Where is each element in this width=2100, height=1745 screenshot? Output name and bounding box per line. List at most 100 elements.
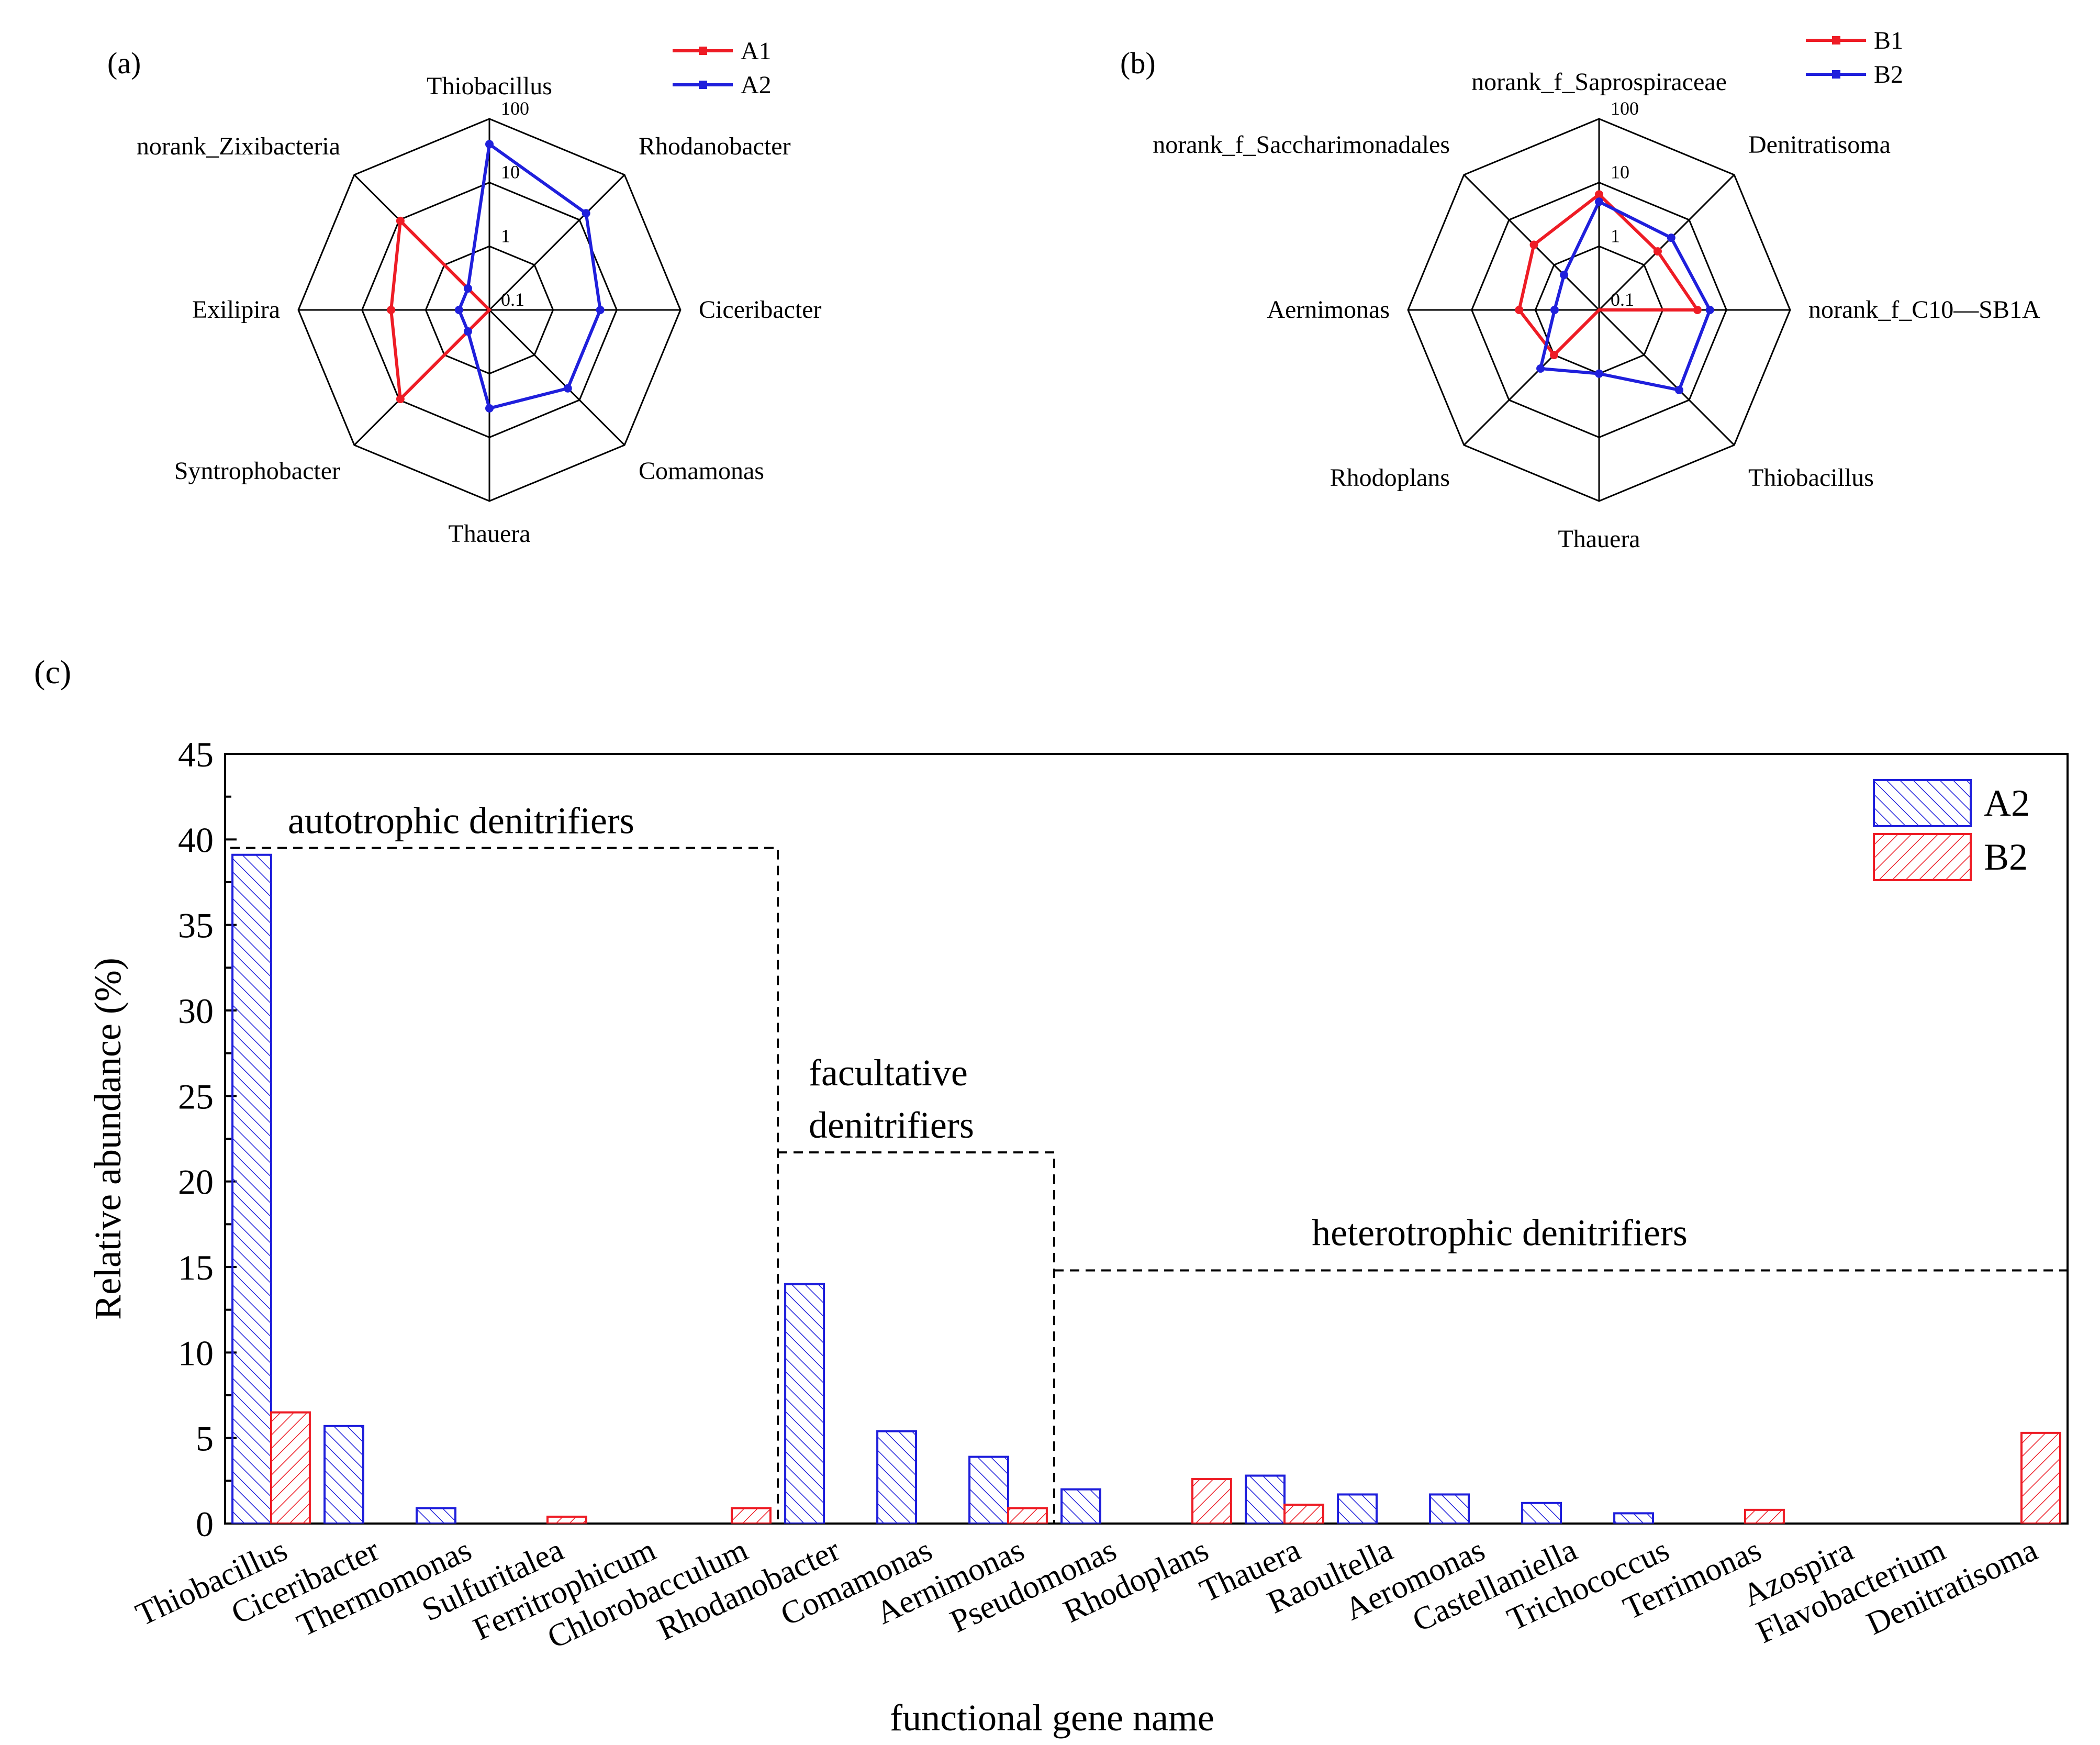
- axis-label: Rhodoplans: [1330, 464, 1450, 492]
- data-point: [454, 306, 463, 314]
- legend-marker-B2: [1832, 70, 1840, 79]
- y-axis-c: 0 5 10 15 20 25 30 35 40 45: [178, 735, 237, 1544]
- bar-A2: [1429, 1493, 1470, 1524]
- axis-label: Denitratisoma: [1748, 131, 1891, 159]
- bar-A2: [231, 853, 272, 1524]
- bar-B2: [1283, 1504, 1324, 1524]
- radar-b-grid: [1407, 118, 1791, 502]
- data-point: [563, 384, 572, 393]
- radar-spoke-1: [1598, 174, 1735, 311]
- radar-b-axis-labels: norank_f_Saprospiraceae Denitratisoma nora…: [1153, 68, 2040, 553]
- axis-label: norank_f_C10—SB1A: [1808, 296, 2040, 324]
- bar-A2: [1521, 1502, 1562, 1524]
- y-tick-label: 25: [178, 1076, 214, 1116]
- axis-label: Thauera: [1558, 525, 1640, 553]
- radar-spoke-3: [488, 309, 625, 446]
- legend-label-B2: B2: [1984, 836, 2028, 878]
- legend-label-A1: A1: [741, 37, 772, 65]
- radar-a-axis-labels: Thiobacillus Rhodanobacter Ciceribacter Com…: [137, 72, 822, 548]
- bar-B2: [2020, 1431, 2061, 1524]
- radar-chart-b: (b) 0.1 1 10 100 norank_f_Saprospiraceae Den…: [1120, 27, 2040, 553]
- group-label-autotrophic: autotrophic denitrifiers: [288, 800, 634, 842]
- data-point: [1549, 351, 1558, 360]
- legend-label-A2: A2: [741, 71, 772, 99]
- bar-A2: [1337, 1493, 1378, 1524]
- y-tick-label: 35: [178, 906, 214, 946]
- radar-b-series: [1515, 190, 1714, 394]
- legend-marker-B1: [1832, 36, 1840, 45]
- ring-label: 0.1: [501, 289, 524, 310]
- ring-label: 10: [1611, 162, 1629, 183]
- data-point: [396, 395, 405, 404]
- group-label-facultative-2: denitrifiers: [809, 1104, 974, 1146]
- legend-swatch-B2: [1873, 833, 1972, 881]
- axis-label: norank_f_Saprospiraceae: [1471, 68, 1727, 96]
- y-tick-label: 10: [178, 1333, 214, 1373]
- denitrifier-groups: autotrophic denitrifiers facultative denit…: [230, 800, 2068, 1524]
- data-point: [485, 404, 494, 413]
- legend-marker-A2: [699, 81, 707, 89]
- group-label-facultative-1: facultative: [809, 1052, 968, 1094]
- data-point: [387, 306, 396, 314]
- axis-label: Comamonas: [639, 457, 764, 485]
- legend-label-A2: A2: [1984, 782, 2030, 824]
- bar-A2: [323, 1425, 365, 1524]
- axis-label: Exilipira: [192, 296, 280, 324]
- data-point: [1536, 364, 1545, 373]
- bar-A2: [784, 1283, 825, 1524]
- data-point: [1550, 306, 1559, 314]
- data-point: [485, 140, 494, 149]
- x-axis-title-c: functional gene name: [890, 1697, 1214, 1739]
- bar-A2: [876, 1430, 917, 1524]
- data-point: [1705, 306, 1714, 314]
- series-line-A2: [457, 141, 602, 410]
- panel-label-a: (a): [107, 46, 141, 80]
- bar-A2: [1060, 1488, 1101, 1524]
- y-tick-label: 20: [178, 1162, 214, 1202]
- axis-label: norank_Zixibacteria: [137, 132, 340, 160]
- ring-label: 100: [1611, 98, 1639, 119]
- data-point: [1595, 197, 1603, 206]
- data-point: [596, 306, 605, 314]
- bar-B2: [546, 1515, 587, 1524]
- group-bracket-autotrophic: [230, 847, 779, 1524]
- data-point: [1667, 234, 1675, 242]
- ring-label: 1: [1611, 225, 1620, 246]
- axis-label: Rhodanobacter: [639, 132, 791, 160]
- ring-label: 1: [501, 225, 510, 246]
- bar-B2: [731, 1507, 772, 1524]
- panel-label-b: (b): [1120, 46, 1156, 80]
- y-tick-label: 45: [178, 735, 214, 774]
- axis-label: norank_f_Saccharimonadales: [1153, 131, 1450, 159]
- ring-label: 0.1: [1611, 289, 1634, 310]
- axis-label: Thauera: [448, 520, 530, 548]
- plot-frame-c: [224, 753, 2069, 1525]
- ring-label: 100: [501, 98, 529, 119]
- legend-marker-A1: [699, 47, 707, 55]
- bar-A2: [1245, 1474, 1286, 1524]
- legend-label-B2: B2: [1874, 61, 1903, 88]
- series-line-B1: [1517, 192, 1701, 358]
- x-axis-c: ThiobacillusCiceribacterThermomonasSulfu…: [130, 1532, 2043, 1655]
- radar-b-ring-labels: 0.1 1 10 100: [1611, 98, 1639, 310]
- radar-spoke-1: [488, 174, 625, 311]
- data-point: [582, 209, 590, 218]
- y-tick-label: 5: [196, 1419, 214, 1459]
- group-bracket-facultative: [778, 1151, 1055, 1524]
- y-tick-label: 15: [178, 1248, 214, 1287]
- bar-B2: [1744, 1508, 1785, 1524]
- y-tick-label: 0: [196, 1504, 214, 1544]
- legend-swatch-A2: [1873, 779, 1972, 827]
- y-tick-label: 40: [178, 820, 214, 860]
- radar-spoke-3: [1598, 309, 1735, 446]
- data-point: [1653, 247, 1662, 256]
- data-point: [1595, 190, 1603, 199]
- data-point: [1693, 306, 1702, 314]
- data-point: [1529, 240, 1538, 249]
- y-tick-label: 30: [178, 991, 214, 1031]
